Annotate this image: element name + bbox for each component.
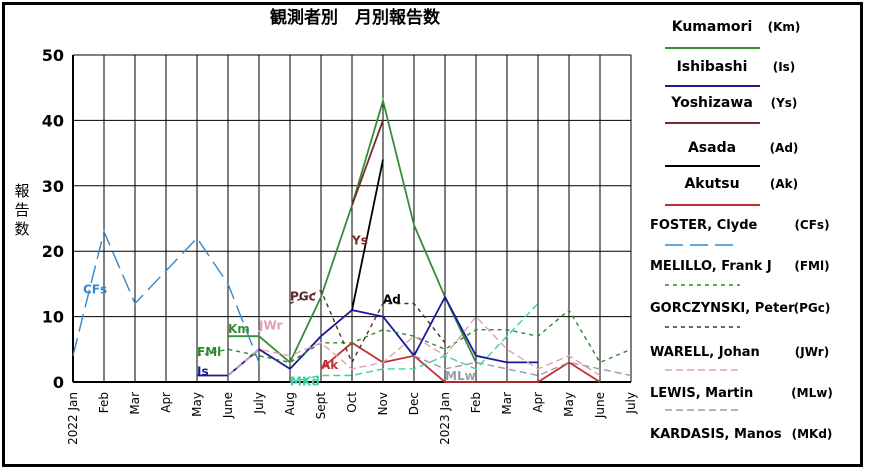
chart-title: 観測者別 月別報告数 [270,7,441,28]
legend-name-jwr: WARELL, Johan [650,345,760,360]
series-line-mkd [289,303,539,383]
series-label-is: Is [197,364,209,378]
x-tick-label: Apr [531,392,545,413]
series-label-ak: Ak [321,358,339,372]
series-label-ad: Ad [383,293,401,307]
x-tick-label: Feb [97,392,111,413]
x-tick-label: Mar [128,392,142,415]
legend-abbr-fml: (FMl) [794,259,829,273]
series-label-ys: Ys [351,234,368,248]
x-tick-labels: 2022 Jan Feb Mar Apr May June July Aug Sept Oct No… [66,392,638,445]
legend-name-km: Kumamori [672,19,753,35]
legend: Kumamori (Km) Ishibashi (Is) Yoshizawa (Ys) As… [650,19,833,442]
x-tick-label: June [593,392,607,419]
legend-abbr-cfs: (CFs) [794,218,829,232]
series-line-fml [196,309,632,364]
legend-abbr-km: (Km) [768,20,801,34]
x-tick-label: Nov [376,392,390,415]
x-tick-label: 2023 Jan [438,392,452,445]
legend-name-ad: Asada [688,140,736,156]
x-tick-label: Apr [159,392,173,413]
legend-name-ys: Yoshizawa [670,95,753,111]
x-tick-label: Oct [345,392,359,413]
series-line-pgc [289,289,446,365]
legend-abbr-pgc: (PGc) [794,301,831,315]
legend-name-pgc: GORCZYNSKI, Peter [650,301,795,316]
legend-name-mlw: LEWIS, Martin [650,386,753,401]
legend-abbr-ys: (Ys) [771,96,798,110]
y-tick-labels: 0 10 20 30 40 50 [42,46,64,392]
chart-frame [2,2,863,467]
x-tick-label: Feb [469,392,483,413]
series-label-jwr: JWr [258,319,282,333]
series-label-mlw: MLw [445,369,476,383]
x-tick-label: Mar [500,392,514,415]
x-tick-label: May [190,392,204,417]
series-label-fml: FMl [197,345,221,359]
legend-name-mkd: KARDASIS, Manos [650,427,782,442]
y-tick-label: 10 [42,308,64,327]
series-label-mkd: MKd [290,374,320,388]
y-tick-label: 50 [42,46,64,65]
y-axis-label-text: 報告数 [14,182,29,238]
legend-name-fml: MELILLO, Frank J [650,259,772,274]
series-line-jwr [227,315,601,377]
legend-abbr-ad: (Ad) [770,141,799,155]
y-tick-label: 40 [42,111,64,130]
x-tick-label: Aug [283,392,297,415]
legend-name-cfs: FOSTER, Clyde [650,218,758,233]
y-axis-label: 報告数 [14,182,29,238]
y-tick-label: 0 [53,373,64,392]
x-tick-label: July [252,392,266,415]
legend-name-is: Ishibashi [677,59,748,75]
series-line-ak [320,341,601,383]
legend-abbr-mkd: (MKd) [792,427,833,441]
series-line-ad [351,159,384,311]
y-tick-label: 20 [42,242,64,261]
series-label-km: Km [228,322,250,336]
legend-abbr-is: (Is) [773,60,796,74]
x-tick-label: Dec [407,392,421,415]
x-tick-label: 2022 Jan [66,392,80,445]
y-tick-label: 30 [42,177,64,196]
legend-abbr-ak: (Ak) [770,177,798,191]
series-line-cfs [72,229,260,363]
series-label-pgc: PGc [290,289,316,303]
x-tick-label: June [221,392,235,419]
series-labels: Km Is Ys Ad Ak CFs FMl PGc JWr MLw MKd [83,234,476,389]
series-label-cfs: CFs [83,283,107,297]
series-lines [72,97,632,383]
series-line-mlw [413,355,632,377]
x-tick-label: July [624,392,638,415]
grid [72,54,632,383]
x-tick-label: May [562,392,576,417]
legend-abbr-mlw: (MLw) [791,386,833,400]
series-line-ys [351,120,384,206]
x-tick-label: Sept [314,392,328,420]
legend-abbr-jwr: (JWr) [795,345,829,359]
legend-name-ak: Akutsu [684,176,739,192]
